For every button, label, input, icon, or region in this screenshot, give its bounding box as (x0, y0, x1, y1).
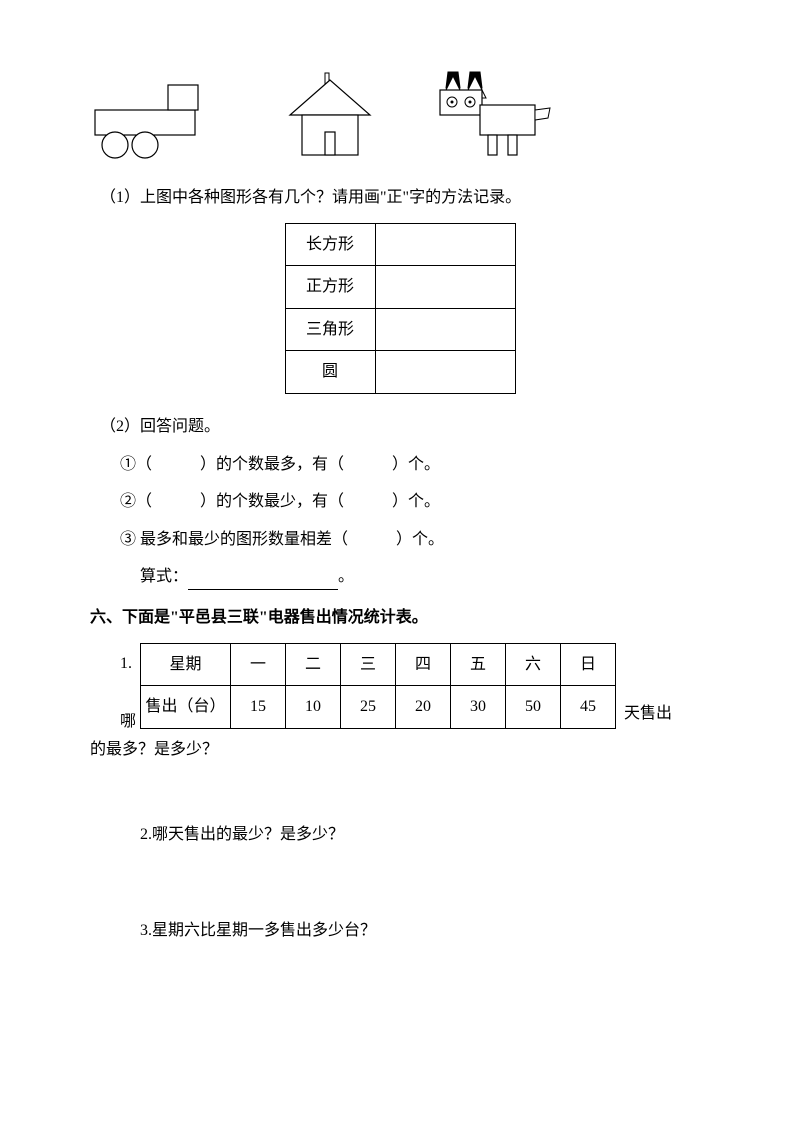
table-header: 六 (506, 643, 561, 686)
q2-item3: ③ 最多和最少的图形数量相差（ ）个。 (90, 527, 710, 553)
table-cell: 30 (451, 686, 506, 729)
table-cell: 45 (561, 686, 616, 729)
truck-shape (90, 80, 230, 160)
shapes-illustration (90, 70, 710, 160)
animal-shape (430, 70, 560, 160)
tally-cell (375, 223, 515, 266)
q1-text-left: 哪 (90, 709, 136, 737)
q2-header: （2）回答问题。 (90, 414, 710, 440)
tally-cell (375, 351, 515, 394)
table-cell: 25 (341, 686, 396, 729)
section6-heading: 六、下面是"平邑县三联"电器售出情况统计表。 (90, 605, 710, 631)
stats-row-container: 1. 星期 一 二 三 四 五 六 日 售出（台） 15 10 25 20 30… (90, 643, 710, 729)
table-header: 三 (341, 643, 396, 686)
q2-formula: 算式： 。 (90, 564, 710, 590)
stats-table: 星期 一 二 三 四 五 六 日 售出（台） 15 10 25 20 30 50… (140, 643, 616, 729)
tally-row-label: 三角形 (285, 308, 375, 351)
tally-table: 长方形 正方形 三角形 圆 (285, 223, 516, 394)
formula-label: 算式： (140, 568, 188, 585)
section6-q2: 2.哪天售出的最少？是多少？ (90, 822, 710, 848)
q2-item1: ①（ ）的个数最多，有（ ）个。 (90, 452, 710, 478)
table-header: 一 (231, 643, 286, 686)
table-cell: 50 (506, 686, 561, 729)
table-header: 五 (451, 643, 506, 686)
formula-blank (188, 571, 338, 590)
table-header: 星期 (141, 643, 231, 686)
table-header: 二 (286, 643, 341, 686)
q-number-1: 1. (90, 643, 132, 677)
tally-cell (375, 308, 515, 351)
table-data-label: 售出（台） (141, 686, 231, 729)
tally-row-label: 正方形 (285, 266, 375, 309)
tally-cell (375, 266, 515, 309)
q1-text-right: 天售出 (616, 643, 672, 727)
formula-end: 。 (338, 568, 354, 585)
table-cell: 15 (231, 686, 286, 729)
table-cell: 10 (286, 686, 341, 729)
table-cell: 20 (396, 686, 451, 729)
tally-row-label: 长方形 (285, 223, 375, 266)
table-header: 日 (561, 643, 616, 686)
table-header: 四 (396, 643, 451, 686)
q1-prompt: （1）上图中各种图形各有几个？请用画"正"字的方法记录。 (90, 185, 710, 211)
section6-q3: 3.星期六比星期一多售出多少台？ (90, 918, 710, 944)
q2-item2: ②（ ）的个数最少，有（ ）个。 (90, 489, 710, 515)
tally-row-label: 圆 (285, 351, 375, 394)
q1-continued: 的最多？是多少？ (90, 737, 710, 763)
house-shape (280, 70, 380, 160)
